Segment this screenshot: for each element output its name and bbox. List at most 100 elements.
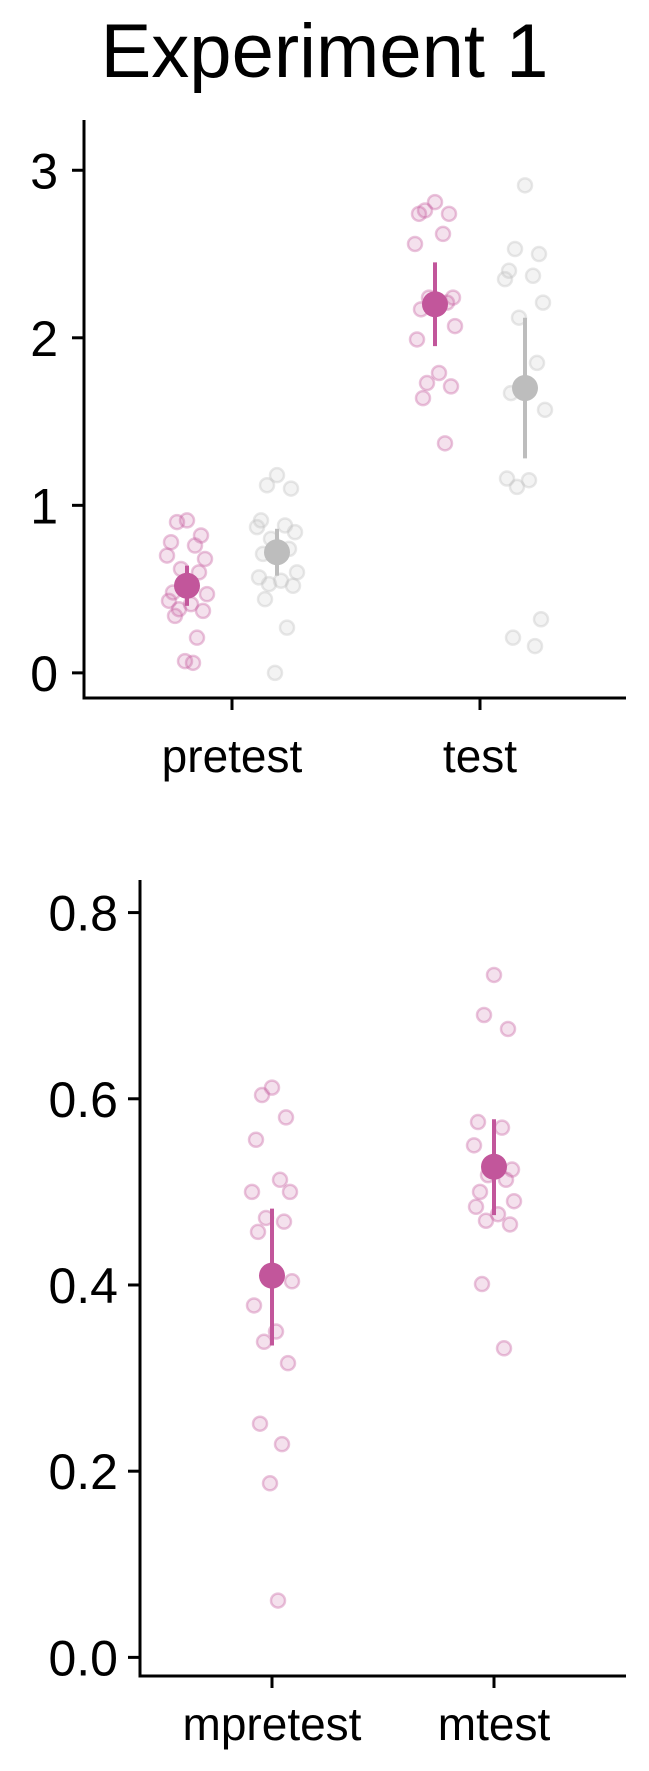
data-point [508,478,526,496]
data-point [524,267,542,285]
data-point [416,202,434,219]
x-tick-label: test [443,730,517,782]
x-tick-label: mtest [438,1698,551,1750]
data-point [496,270,514,288]
data-point [245,1297,263,1314]
y-tick-label: 3 [30,143,58,199]
data-point [506,240,524,258]
data-point [251,1415,269,1432]
data-point [504,629,522,646]
data-point [266,664,284,682]
mean-point [481,1153,507,1180]
data-point [271,1171,289,1189]
data-point [260,575,278,593]
x-tick-label: mpretest [183,1698,362,1750]
data-point [279,1354,297,1372]
y-tick-label: 0.8 [48,886,118,942]
data-point [284,577,302,595]
mean-point [512,375,538,402]
data-point [426,193,444,211]
data-point [275,1213,293,1230]
data-point [440,205,458,223]
data-point [178,512,196,529]
y-tick-label: 2 [30,311,58,367]
data-point [282,480,300,497]
data-point [276,517,294,534]
data-point [196,550,214,568]
data-point [277,1109,295,1126]
data-point [162,533,180,551]
data-point [495,1340,513,1357]
data-point [505,1192,523,1210]
data-point [261,1475,279,1492]
data-point [475,1006,493,1024]
data-point [467,1198,485,1216]
data-point [465,1137,483,1154]
data-point [418,374,436,392]
data-point [408,331,426,348]
data-point [473,1275,491,1293]
data-point [258,476,276,494]
data-point [192,527,210,544]
data-point [430,364,448,382]
data-point [160,592,178,610]
data-point [286,523,304,541]
data-point [190,564,208,581]
data-point [252,512,270,529]
x-tick-label: pretest [162,730,303,782]
data-point [471,1183,489,1201]
data-point [434,225,452,243]
data-point [168,513,186,531]
y-tick-label: 0.2 [48,1444,118,1500]
data-point [268,466,286,484]
data-point [281,1183,299,1201]
data-point [243,1183,261,1201]
data-point [194,602,212,620]
data-point [273,1435,291,1453]
data-point [158,547,176,564]
data-point [501,1216,519,1233]
data-point [436,435,454,452]
data-point [532,611,550,628]
data-point [269,1592,287,1609]
data-point [278,619,296,636]
data-point [499,1020,517,1038]
data-point [184,654,202,672]
mean-point [174,572,200,599]
y-tick-label: 0.6 [48,1072,118,1128]
data-point [176,652,194,670]
data-point [414,389,432,407]
data-point [498,470,516,487]
data-point [442,378,460,395]
data-point [288,564,306,581]
data-point [253,1086,271,1104]
mean-point [259,1262,285,1289]
data-point [186,537,204,554]
data-point [516,177,534,194]
data-point [256,590,274,608]
data-point [469,1113,487,1131]
data-point [493,1119,511,1136]
data-point [255,1333,273,1351]
data-point [530,245,548,263]
data-point [188,629,206,646]
data-point [526,637,544,655]
data-point [477,1212,495,1229]
data-point [170,600,188,618]
data-point [272,572,290,589]
data-point [410,205,428,223]
data-point [520,471,538,489]
y-tick-label: 0.0 [48,1630,118,1686]
data-point [198,585,216,603]
data-point [249,1223,267,1241]
data-point [250,569,268,586]
data-point [247,1131,265,1148]
data-point [406,235,424,253]
data-point [263,1079,281,1096]
mean-point [264,539,290,566]
y-tick-label: 1 [30,478,58,534]
data-point [534,294,552,311]
data-point [528,354,546,372]
data-point [283,1273,301,1290]
data-point [166,607,184,625]
